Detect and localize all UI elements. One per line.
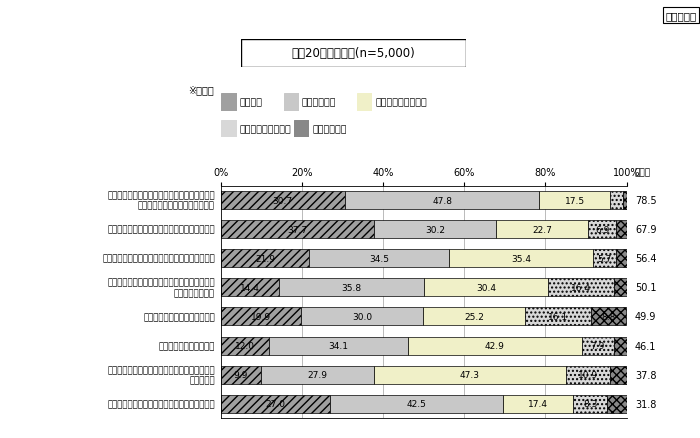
Text: そう思わない: そう思わない (312, 125, 346, 134)
Text: 14.4: 14.4 (240, 283, 260, 292)
Text: 42.9: 42.9 (485, 341, 505, 350)
Text: 34.1: 34.1 (328, 341, 349, 350)
Bar (423, 308, 526, 326)
Text: 被害者支援に関心がある: 被害者支援に関心がある (158, 341, 215, 350)
Text: 47.8: 47.8 (432, 196, 452, 205)
Bar (279, 279, 424, 297)
Bar (617, 221, 626, 239)
Bar (588, 221, 617, 239)
Text: 31.8: 31.8 (635, 399, 657, 409)
Text: 9.9: 9.9 (233, 370, 248, 379)
Bar (615, 279, 626, 297)
Text: 30.7: 30.7 (273, 196, 293, 205)
Text: 78.5: 78.5 (635, 196, 657, 206)
Text: 犯罪者の再教育が犯罪を減らす: 犯罪者の再教育が犯罪を減らす (144, 312, 215, 321)
Bar (547, 279, 615, 297)
Bar (566, 366, 610, 384)
Bar (301, 308, 423, 326)
Bar (617, 250, 626, 268)
Text: 22.7: 22.7 (532, 225, 552, 234)
Bar (374, 366, 566, 384)
Text: 8.8: 8.8 (601, 312, 616, 321)
Text: そう思う: そう思う (239, 99, 262, 107)
Bar (614, 337, 626, 355)
Text: 47.3: 47.3 (460, 370, 480, 379)
Text: 27.9: 27.9 (307, 370, 328, 379)
Text: 49.9: 49.9 (635, 312, 657, 322)
Bar (270, 337, 407, 355)
Text: 37.7: 37.7 (287, 225, 307, 234)
Bar (260, 366, 374, 384)
Text: 犯罪の被害者にも過失や原因がある場合がある: 犯罪の被害者にも過失や原因がある場合がある (107, 399, 215, 408)
Text: 7.9: 7.9 (591, 341, 605, 350)
Bar (593, 250, 617, 268)
Text: ややそう思う: ややそう思う (302, 99, 336, 107)
Text: 34.5: 34.5 (370, 254, 389, 263)
Text: ※肯定計: ※肯定計 (188, 85, 214, 95)
Bar (220, 337, 270, 355)
Text: 37.8: 37.8 (635, 370, 657, 380)
Bar (526, 308, 591, 326)
Text: 67.9: 67.9 (635, 225, 657, 235)
Bar (220, 221, 374, 239)
Text: 5.7: 5.7 (598, 254, 612, 263)
Text: 50.1: 50.1 (635, 283, 657, 293)
Bar (582, 337, 614, 355)
Text: あまりそう思わない: あまりそう思わない (239, 125, 291, 134)
Bar (503, 395, 573, 413)
Bar (220, 279, 279, 297)
Bar (449, 250, 593, 268)
Text: 6.9: 6.9 (595, 225, 610, 234)
Text: 35.4: 35.4 (511, 254, 531, 263)
Text: 30.2: 30.2 (425, 225, 445, 234)
Text: 被害者の意見を聞く機会を積極的に持ちたいと
思っている: 被害者の意見を聞く機会を積極的に持ちたいと 思っている (107, 365, 215, 385)
Bar (220, 192, 345, 210)
Text: 16.1: 16.1 (548, 312, 568, 321)
Text: 30.0: 30.0 (352, 312, 372, 321)
Text: 図２－２６: 図２－２６ (665, 11, 696, 21)
Bar (607, 395, 626, 413)
Bar (309, 250, 449, 268)
Bar (407, 337, 582, 355)
Bar (345, 192, 539, 210)
Text: 30.4: 30.4 (476, 283, 496, 292)
Text: 25.2: 25.2 (464, 312, 484, 321)
Text: 35.8: 35.8 (342, 283, 362, 292)
Bar (496, 221, 588, 239)
Text: 8.3: 8.3 (583, 399, 597, 408)
Text: どちらともいえない: どちらともいえない (375, 99, 427, 107)
Text: 46.1: 46.1 (635, 341, 657, 351)
Text: 56.4: 56.4 (635, 254, 657, 264)
Bar (330, 395, 503, 413)
Text: 地域で行われている防犯の啓蒙や行動では凶悪
な犯罪は防げない: 地域で行われている防犯の啓蒙や行動では凶悪 な犯罪は防げない (107, 278, 215, 297)
Text: 10.9: 10.9 (578, 370, 598, 379)
Bar (573, 395, 607, 413)
Bar (220, 395, 330, 413)
Bar (539, 192, 610, 210)
Text: 平成20年度　　　(n=5,000): 平成20年度 (n=5,000) (292, 47, 415, 60)
Text: 27.0: 27.0 (265, 399, 286, 408)
Bar (610, 192, 623, 210)
Text: 肯定計: 肯定計 (635, 168, 651, 177)
Text: 犯罪を起こしそうな人を厳しく取り締まるべきだ: 犯罪を起こしそうな人を厳しく取り締まるべきだ (102, 254, 215, 263)
Text: 21.9: 21.9 (255, 254, 275, 263)
Bar (623, 192, 626, 210)
Text: 12.0: 12.0 (235, 341, 255, 350)
Bar (220, 308, 301, 326)
Text: 42.5: 42.5 (407, 399, 426, 408)
Bar (591, 308, 626, 326)
Text: 19.9: 19.9 (251, 312, 271, 321)
Text: 犯罪に巻き込まれないためには、日頃の自分の
行動に十分注意することが必要だ: 犯罪に巻き込まれないためには、日頃の自分の 行動に十分注意することが必要だ (107, 191, 215, 210)
Bar (220, 366, 260, 384)
Text: 17.4: 17.4 (528, 399, 548, 408)
Bar (424, 279, 547, 297)
Text: 17.5: 17.5 (565, 196, 584, 205)
Bar (610, 366, 626, 384)
Text: 16.4: 16.4 (571, 283, 591, 292)
Text: 刑罰をもっと重くすることが凶悪犯罪を減らす: 刑罰をもっと重くすることが凶悪犯罪を減らす (107, 225, 215, 234)
Bar (220, 250, 309, 268)
Bar (374, 221, 496, 239)
